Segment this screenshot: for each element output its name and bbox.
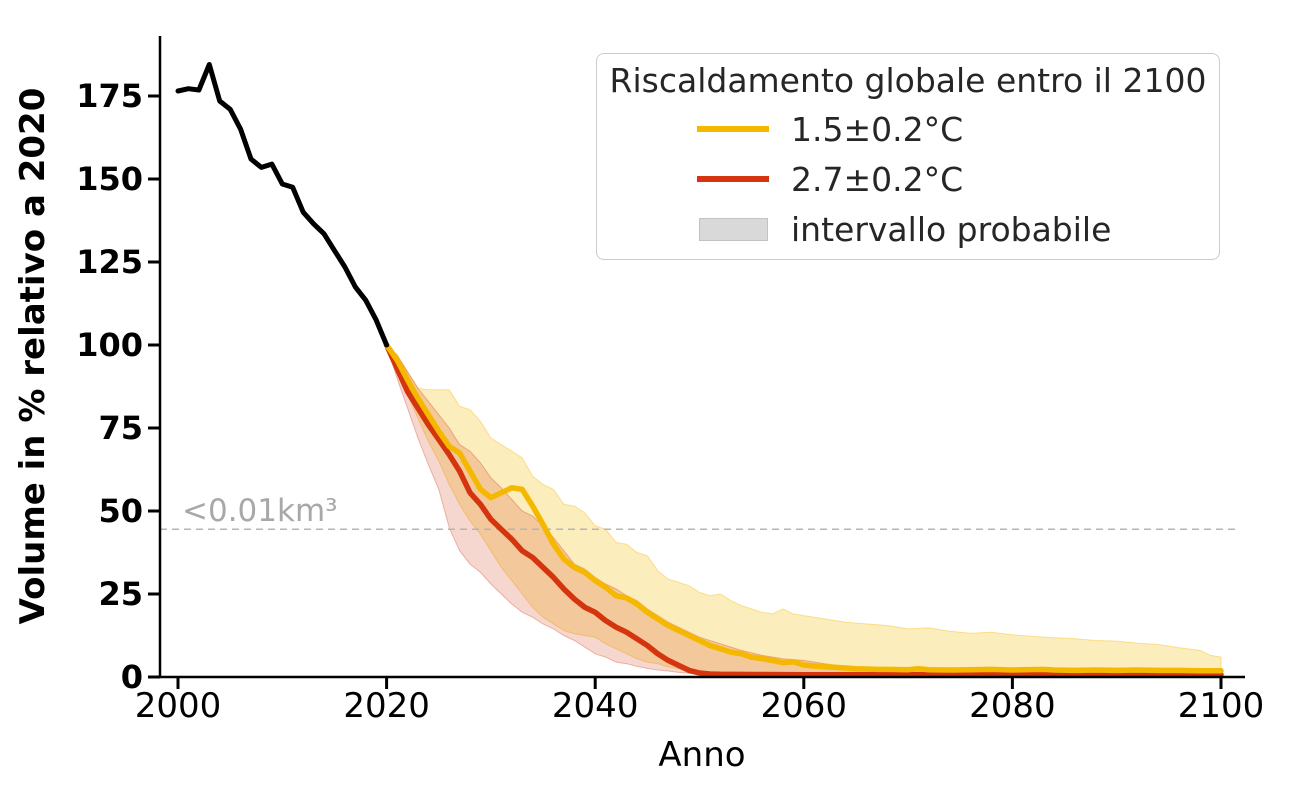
series-line-storico	[175, 62, 390, 348]
y-axis-label: Volume in % relativo a 2020	[13, 88, 53, 625]
y-tick-label: 175	[76, 77, 143, 115]
legend-title: Riscaldamento globale entro il 2100	[609, 61, 1207, 100]
series-line-1-5-0-2-c	[383, 342, 1224, 674]
y-tick-label: 50	[98, 492, 143, 530]
x-tick-label: 2000	[135, 686, 222, 726]
legend-swatch-1-5-line-icon	[697, 126, 769, 132]
x-axis-label: Anno	[658, 735, 745, 775]
y-tick-label: 150	[76, 160, 143, 198]
x-tick-label: 2040	[552, 686, 639, 726]
legend-label-1-5: 1.5±0.2°C	[791, 109, 964, 149]
threshold-annotation: <0.01km³	[182, 493, 338, 529]
legend-swatch-2-7-line-icon	[697, 176, 769, 182]
y-tick-label: 25	[98, 575, 143, 613]
x-tick-label: 2060	[761, 686, 848, 726]
legend-entry-warming-2-7: 2.7±0.2°C	[597, 154, 1219, 204]
uncertainty-bands	[386, 344, 1222, 677]
legend-label-likely-range: intervallo probabile	[791, 209, 1112, 249]
band-1-5-0-2-c	[386, 344, 1222, 675]
y-tick-label: 0	[121, 658, 143, 696]
legend-swatch-likely-range-patch-icon	[697, 217, 769, 241]
legend: Riscaldamento globale entro il 2100 1.5±…	[596, 53, 1220, 260]
y-tick-label: 75	[98, 409, 143, 447]
legend-entry-warming-1-5: 1.5±0.2°C	[597, 104, 1219, 154]
legend-entry-likely-range: intervallo probabile	[597, 204, 1219, 254]
y-tick-label: 125	[76, 243, 143, 281]
axes: 0 25 50 75 100 125 150 175 2000 2020 2040 2060 2080 2…	[76, 36, 1264, 726]
x-tick-label: 2100	[1178, 686, 1265, 726]
x-tick-label: 2080	[969, 686, 1056, 726]
legend-label-2-7: 2.7±0.2°C	[791, 159, 964, 199]
data-lines	[175, 62, 1224, 678]
y-tick-label: 100	[76, 326, 143, 364]
x-tick-label: 2020	[343, 686, 430, 726]
series-line-2-7-0-2-c	[383, 342, 1224, 678]
